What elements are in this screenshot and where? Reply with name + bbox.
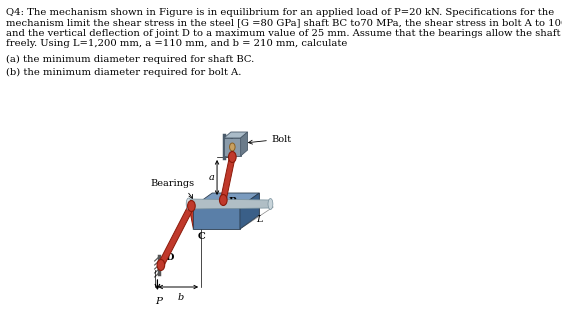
Polygon shape <box>241 132 248 156</box>
Circle shape <box>188 200 195 212</box>
Text: and the vertical deflection of joint D to a maximum value of 25 mm. Assume that : and the vertical deflection of joint D t… <box>6 29 562 38</box>
Text: b: b <box>178 293 184 302</box>
Ellipse shape <box>186 198 191 210</box>
Polygon shape <box>189 205 198 228</box>
Text: B: B <box>228 198 237 206</box>
Polygon shape <box>189 199 270 209</box>
Circle shape <box>229 152 236 162</box>
Polygon shape <box>158 204 194 267</box>
Polygon shape <box>193 207 240 229</box>
Text: L: L <box>257 215 263 224</box>
Polygon shape <box>224 132 248 138</box>
Text: (a) the minimum diameter required for shaft BC.: (a) the minimum diameter required for sh… <box>6 55 254 64</box>
Polygon shape <box>221 156 235 201</box>
Ellipse shape <box>268 199 273 210</box>
Text: a: a <box>209 173 214 182</box>
Text: D: D <box>165 253 174 261</box>
Text: Q4: The mechanism shown in Figure is in equilibrium for an applied load of P=20 : Q4: The mechanism shown in Figure is in … <box>6 8 554 17</box>
Circle shape <box>229 143 235 151</box>
Polygon shape <box>193 193 259 207</box>
Text: mechanism limit the shear stress in the steel [G =80 GPa] shaft BC to70 MPa, the: mechanism limit the shear stress in the … <box>6 19 562 27</box>
Text: P: P <box>155 297 162 306</box>
Text: Bolt: Bolt <box>248 135 292 144</box>
Circle shape <box>220 195 227 205</box>
Polygon shape <box>224 138 241 156</box>
Text: (b) the minimum diameter required for bolt A.: (b) the minimum diameter required for bo… <box>6 68 241 77</box>
Polygon shape <box>240 193 259 229</box>
Text: Bearings: Bearings <box>151 180 194 199</box>
Text: freely. Using L=1,200 mm, a =110 mm, and b = 210 mm, calculate: freely. Using L=1,200 mm, a =110 mm, and… <box>6 39 347 49</box>
Text: C: C <box>198 232 205 241</box>
Text: A: A <box>227 137 235 145</box>
Circle shape <box>157 259 165 271</box>
